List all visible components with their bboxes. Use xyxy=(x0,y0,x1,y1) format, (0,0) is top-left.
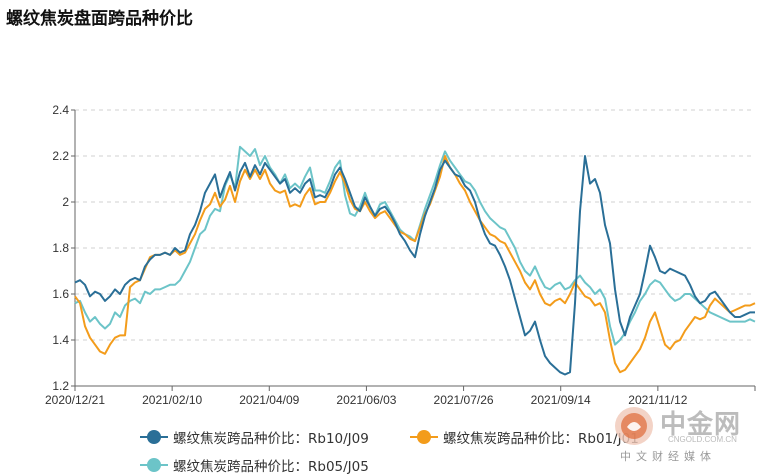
y-tick-label: 2 xyxy=(62,195,69,209)
x-tick-label: 2021/07/26 xyxy=(434,393,494,407)
legend-item-rb10-j09[interactable]: 螺纹焦炭跨品种价比：Rb10/J09 xyxy=(140,427,369,447)
y-tick-label: 2.2 xyxy=(52,149,69,163)
y-tick-label: 2.4 xyxy=(52,103,69,117)
watermark-tagline: 中文财经媒体 xyxy=(620,450,716,463)
legend-symbol xyxy=(140,430,168,444)
x-tick-label: 2021/09/14 xyxy=(531,393,591,407)
chart-title: 螺纹焦炭盘面跨品种价比 xyxy=(6,9,193,29)
legend-label: 螺纹焦炭跨品种价比：Rb05/J05 xyxy=(173,459,369,475)
legend-item-rb05-j05[interactable]: 螺纹焦炭跨品种价比：Rb05/J05 xyxy=(140,455,369,475)
legend-label: 螺纹焦炭跨品种价比：Rb01/J01 xyxy=(443,431,639,447)
watermark-logo-icon xyxy=(615,407,653,445)
watermark: 中金网 CNGOLD.COM.CN 中文财经媒体 xyxy=(610,404,760,470)
x-tick-label: 2021/02/10 xyxy=(142,393,202,407)
series-line-1 xyxy=(74,155,756,374)
legend-item-rb01-j01[interactable]: 螺纹焦炭跨品种价比：Rb01/J01 xyxy=(410,427,639,447)
legend-symbol xyxy=(140,458,168,472)
x-tick-label: 2021/11/12 xyxy=(628,393,687,407)
y-tick-label: 1.2 xyxy=(52,379,69,393)
y-tick-label: 1.8 xyxy=(52,241,69,255)
x-tick-label: 2021/06/03 xyxy=(336,393,396,407)
x-tick-label: 2020/12/21 xyxy=(45,393,105,407)
y-tick-label: 1.6 xyxy=(52,287,69,301)
series-lines xyxy=(74,145,756,376)
watermark-url: CNGOLD.COM.CN xyxy=(668,435,737,444)
legend-symbol xyxy=(410,430,438,444)
axes: 1.2 1.4 1.6 1.8 2 2.2 2.4 2020/12/21 2021/02/10 2… xyxy=(45,103,756,407)
legend-label: 螺纹焦炭跨品种价比：Rb10/J09 xyxy=(173,431,369,447)
watermark-name: 中金网 xyxy=(660,410,742,440)
y-tick-label: 1.4 xyxy=(52,333,69,347)
x-tick-label: 2021/04/09 xyxy=(239,393,299,407)
series-line-0 xyxy=(74,155,755,376)
grid-lines xyxy=(75,109,755,341)
